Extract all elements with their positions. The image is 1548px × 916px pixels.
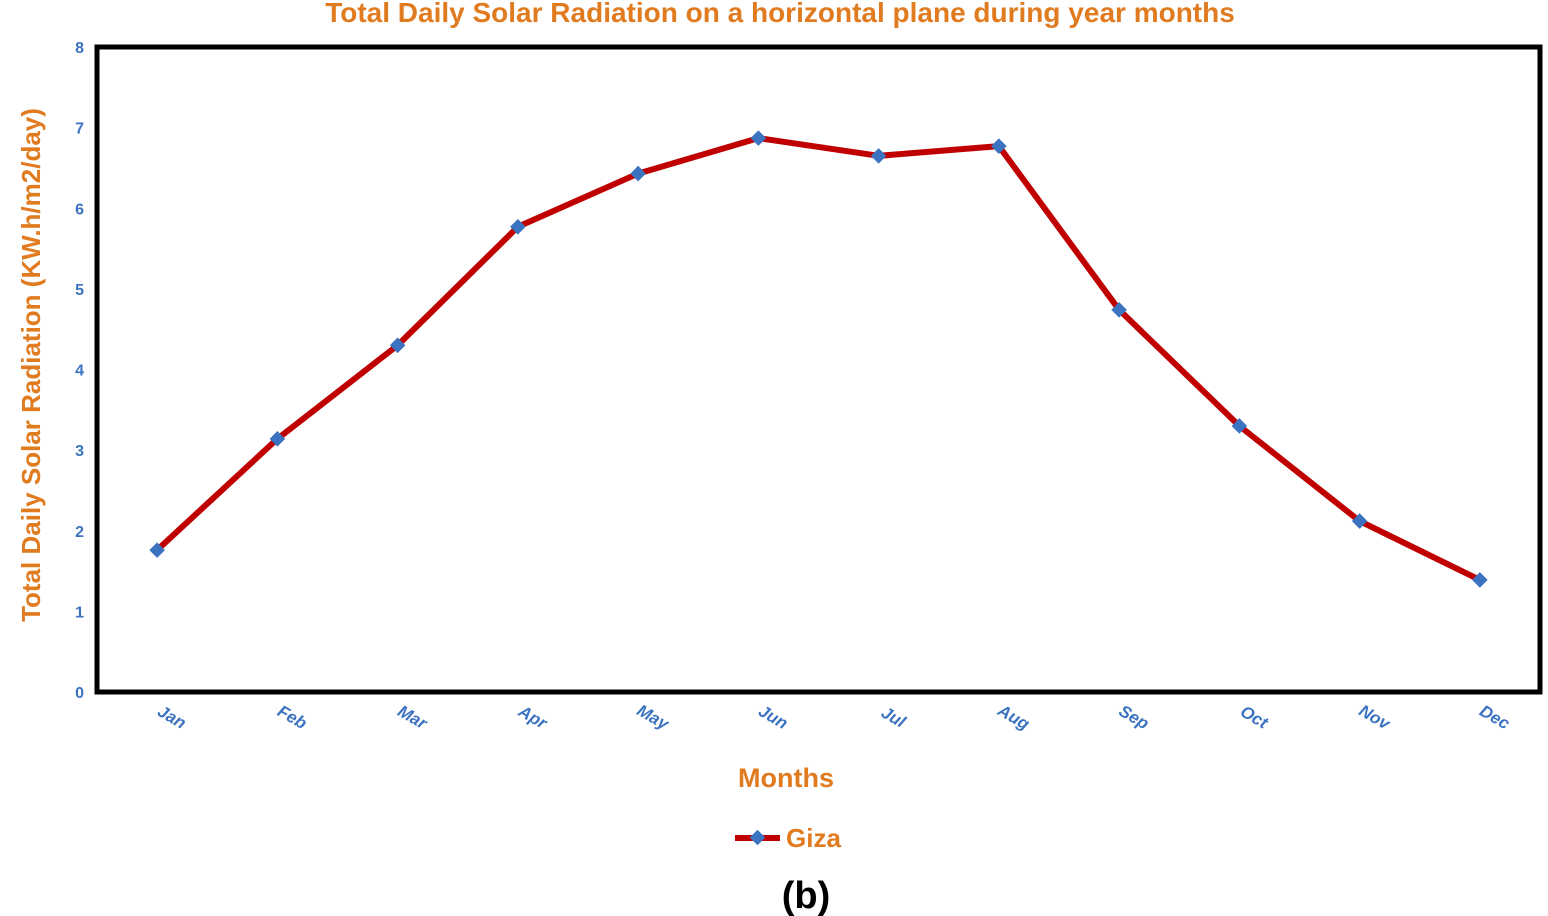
series-line-giza <box>155 135 1482 583</box>
legend-label-giza: Giza <box>786 823 841 853</box>
x-tick-label: Nov <box>1356 701 1395 734</box>
y-axis-title: Total Daily Solar Radiation (KW.h/m2/day… <box>16 108 46 622</box>
x-tick-label: Jun <box>755 701 791 733</box>
x-tick-label: Dec <box>1476 701 1513 733</box>
x-tick-label: Apr <box>514 701 551 733</box>
x-tick-label: Feb <box>274 701 310 733</box>
plot-area-border <box>94 44 1543 695</box>
data-point-apr <box>510 219 526 235</box>
x-axis-title: Months <box>738 763 834 793</box>
x-tick-label: Mar <box>395 701 432 733</box>
data-point-jan <box>149 542 165 558</box>
y-tick-label: 5 <box>75 282 84 299</box>
figure-caption: (b) <box>782 875 831 916</box>
chart-title: Total Daily Solar Radiation on a horizon… <box>325 0 1235 28</box>
x-tick-label: Oct <box>1237 702 1272 733</box>
y-tick-label: 8 <box>75 40 84 57</box>
legend-marker-giza <box>749 829 766 846</box>
data-point-oct <box>1231 418 1248 434</box>
data-point-aug <box>991 138 1007 154</box>
y-tick-label: 7 <box>75 121 84 138</box>
y-tick-label: 3 <box>75 443 84 460</box>
data-point-may <box>630 165 646 182</box>
data-point-dec <box>1472 572 1488 588</box>
legend: Giza <box>735 823 841 853</box>
data-point-jun <box>750 130 767 146</box>
y-tick-label: 1 <box>75 604 84 621</box>
y-tick-label: 6 <box>75 201 84 218</box>
y-tick-label: 2 <box>75 524 84 541</box>
x-tick-label: Jan <box>154 702 189 733</box>
data-point-jul <box>870 148 887 164</box>
x-tick-label: Jul <box>878 703 910 732</box>
y-tick-label: 4 <box>75 363 84 380</box>
data-point-sep <box>1111 302 1127 318</box>
data-point-nov <box>1351 513 1368 529</box>
x-tick-label: Sep <box>1116 701 1153 733</box>
x-tick-label: Aug <box>994 700 1034 734</box>
y-tick-label: 0 <box>75 685 84 702</box>
x-tick-label: May <box>634 701 673 735</box>
